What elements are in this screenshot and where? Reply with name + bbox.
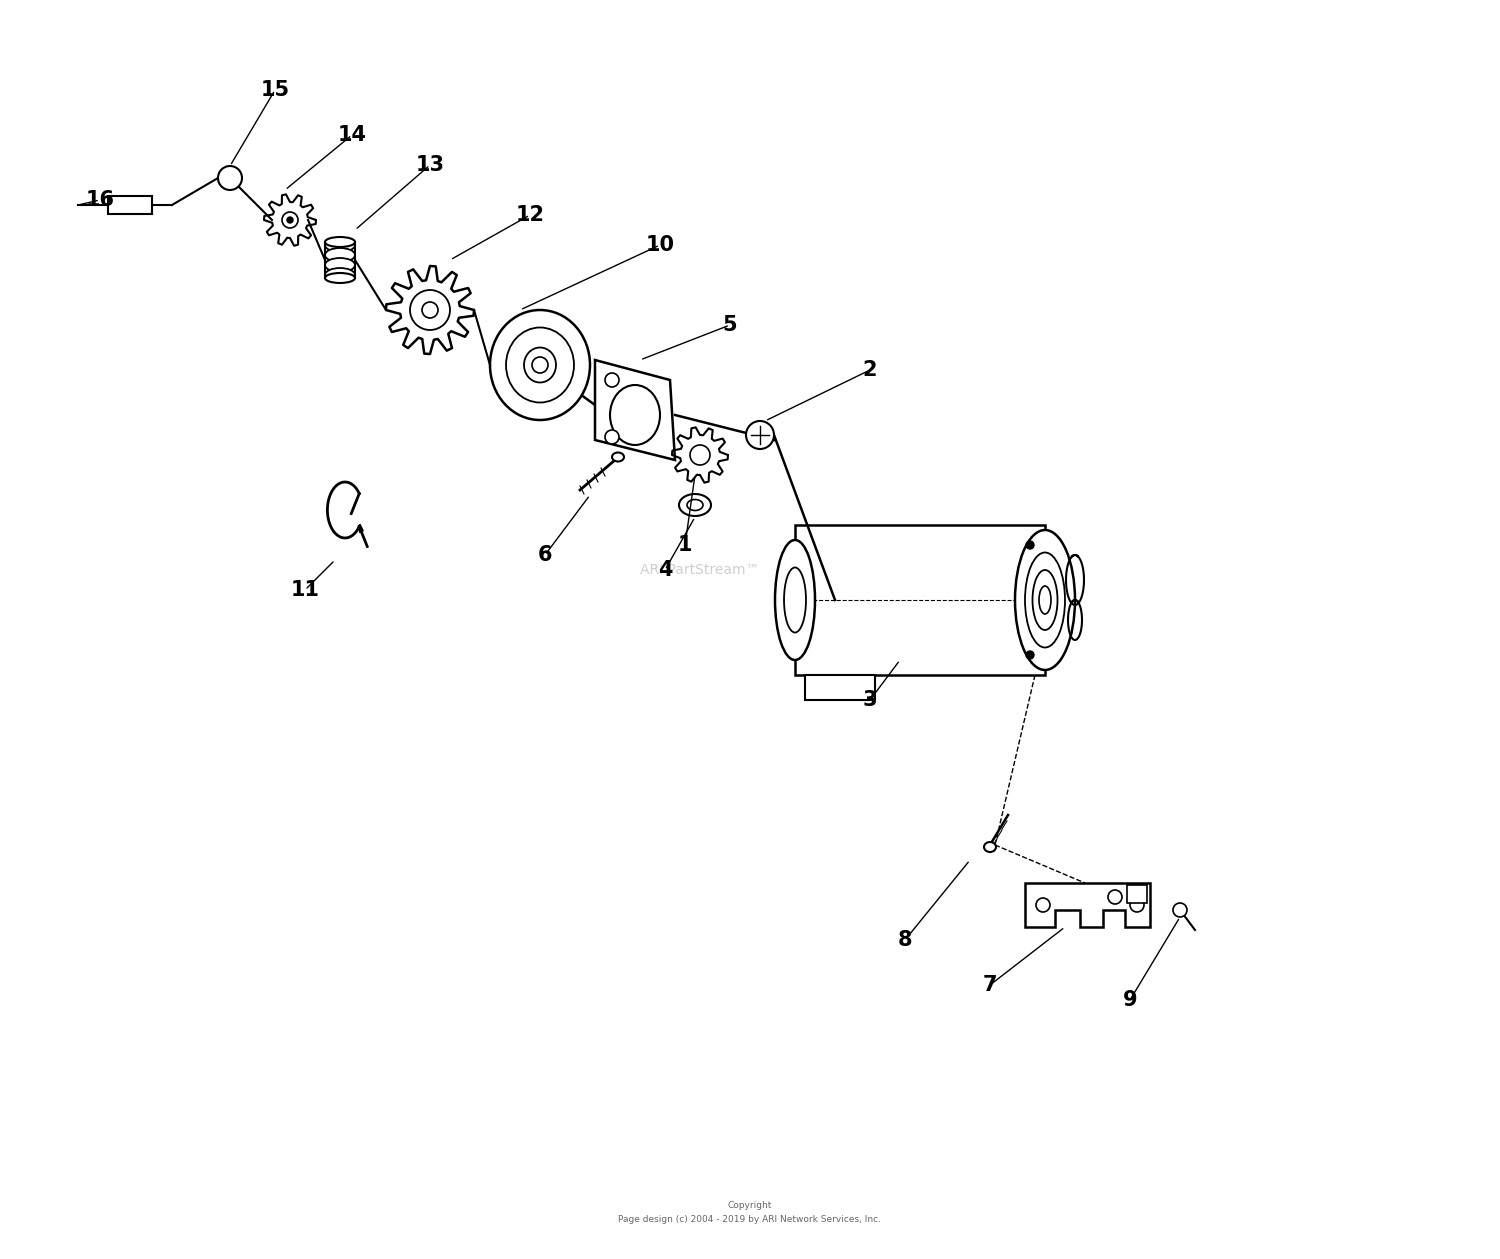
- Circle shape: [604, 373, 619, 387]
- Text: 13: 13: [416, 155, 444, 175]
- Bar: [108, 196, 152, 214]
- Ellipse shape: [984, 842, 996, 852]
- Circle shape: [1026, 541, 1033, 549]
- Circle shape: [217, 166, 242, 190]
- Ellipse shape: [326, 273, 356, 283]
- Ellipse shape: [326, 237, 356, 247]
- Text: 1: 1: [678, 535, 692, 555]
- Text: 10: 10: [645, 235, 675, 256]
- Text: 8: 8: [897, 930, 912, 951]
- Ellipse shape: [784, 568, 806, 632]
- Text: 4: 4: [657, 560, 672, 580]
- Circle shape: [690, 444, 709, 465]
- Text: ARI PartStream™: ARI PartStream™: [640, 563, 759, 577]
- Text: 14: 14: [338, 125, 366, 145]
- Ellipse shape: [612, 452, 624, 462]
- Ellipse shape: [610, 385, 660, 444]
- Bar: [795, 525, 1046, 675]
- Circle shape: [746, 421, 774, 449]
- Polygon shape: [806, 675, 874, 700]
- Circle shape: [604, 431, 619, 444]
- Ellipse shape: [1032, 570, 1058, 630]
- Text: 6: 6: [537, 545, 552, 565]
- Ellipse shape: [1040, 585, 1052, 614]
- Ellipse shape: [687, 500, 703, 510]
- Text: 9: 9: [1122, 990, 1137, 1010]
- Ellipse shape: [1016, 530, 1076, 670]
- Text: 5: 5: [723, 315, 738, 335]
- Polygon shape: [1024, 883, 1150, 927]
- Polygon shape: [596, 360, 675, 460]
- Circle shape: [532, 358, 548, 373]
- Ellipse shape: [490, 310, 590, 421]
- Ellipse shape: [524, 347, 556, 383]
- Circle shape: [1130, 898, 1144, 912]
- Ellipse shape: [326, 238, 356, 252]
- Bar: [326, 246, 356, 274]
- Text: 7: 7: [982, 974, 998, 995]
- Text: 15: 15: [261, 81, 290, 99]
- Bar: [1126, 885, 1148, 903]
- Text: 2: 2: [862, 360, 877, 380]
- Ellipse shape: [326, 268, 356, 282]
- Text: 16: 16: [86, 190, 114, 210]
- Circle shape: [422, 302, 438, 319]
- Text: Page design (c) 2004 - 2019 by ARI Network Services, Inc.: Page design (c) 2004 - 2019 by ARI Netwo…: [618, 1215, 882, 1225]
- Ellipse shape: [326, 258, 356, 272]
- Circle shape: [286, 217, 292, 223]
- Circle shape: [410, 290, 450, 330]
- Text: 11: 11: [291, 580, 320, 601]
- Text: 12: 12: [516, 205, 544, 225]
- Text: Copyright: Copyright: [728, 1201, 772, 1210]
- Circle shape: [1173, 903, 1186, 917]
- Circle shape: [1036, 898, 1050, 912]
- Text: 3: 3: [862, 690, 877, 710]
- Circle shape: [1108, 890, 1122, 904]
- Ellipse shape: [776, 540, 814, 660]
- Ellipse shape: [680, 494, 711, 516]
- Circle shape: [282, 212, 298, 228]
- Ellipse shape: [1024, 553, 1065, 647]
- Circle shape: [1026, 651, 1033, 658]
- Ellipse shape: [506, 327, 574, 403]
- Ellipse shape: [326, 248, 356, 262]
